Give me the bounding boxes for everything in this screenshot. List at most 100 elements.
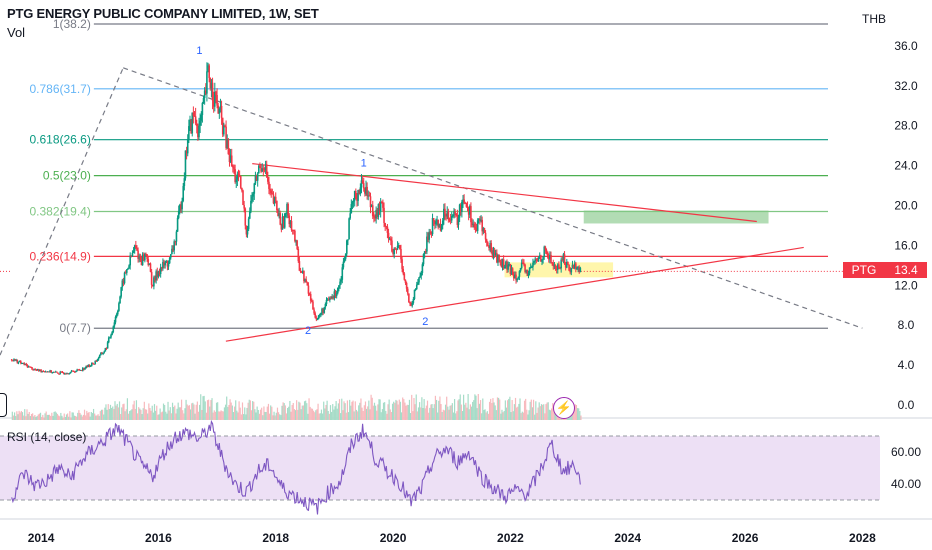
candle-body xyxy=(49,370,51,373)
volume-bar xyxy=(136,413,139,420)
volume-bar xyxy=(353,411,355,420)
volume-bar xyxy=(373,402,376,420)
volume-bar xyxy=(112,406,114,420)
lightning-icon[interactable]: ⚡ xyxy=(553,397,575,419)
candle-body xyxy=(244,208,247,226)
candle-body xyxy=(95,360,98,362)
volume-bar xyxy=(246,407,248,420)
candle-body xyxy=(56,371,58,373)
candle-body xyxy=(115,314,118,317)
volume-bar xyxy=(323,401,325,420)
candle-body xyxy=(151,284,154,287)
candle-body xyxy=(414,289,417,291)
volume-bar xyxy=(133,400,135,420)
volume-bar xyxy=(359,402,361,420)
candle-body xyxy=(192,112,195,116)
volume-bar xyxy=(457,400,459,420)
candle-body xyxy=(79,369,82,371)
candle-body xyxy=(87,364,90,368)
volume-bar xyxy=(76,416,78,420)
volume-bar xyxy=(453,399,456,420)
volume-bar xyxy=(463,394,465,420)
candle-body xyxy=(278,213,280,217)
candle-body xyxy=(35,369,38,371)
fib-level-label: 0.382(19.4) xyxy=(29,205,90,219)
candle-body xyxy=(274,196,277,201)
candle-body xyxy=(204,90,207,94)
volume-bar xyxy=(354,401,356,420)
candle-body xyxy=(567,262,569,265)
volume-bar xyxy=(126,398,129,420)
volume-bar xyxy=(77,412,79,420)
candle-body xyxy=(127,268,129,270)
volume-bar xyxy=(307,413,309,420)
volume-bar xyxy=(448,409,450,420)
candle-body xyxy=(103,351,106,353)
candle-body xyxy=(308,293,311,295)
candle-body xyxy=(330,298,332,300)
candle-body xyxy=(356,198,358,201)
candle-body xyxy=(77,369,80,371)
volume-bar xyxy=(35,417,37,420)
candle-body xyxy=(573,263,576,269)
candle-body xyxy=(93,363,95,365)
volume-bar xyxy=(545,404,547,420)
volume-bar xyxy=(289,400,291,420)
candle-body xyxy=(153,277,155,287)
volume-bar xyxy=(175,413,177,420)
candle-body xyxy=(355,190,357,199)
volume-bar xyxy=(466,407,468,420)
volume-bar xyxy=(328,413,330,420)
volume-bar xyxy=(20,410,22,420)
volume-bar xyxy=(134,408,136,420)
volume-bar xyxy=(521,411,523,420)
wave-label: 2 xyxy=(422,316,428,328)
rsi-label[interactable]: RSI (14, close) xyxy=(7,430,87,444)
volume-bar xyxy=(159,408,161,420)
volume-bar xyxy=(382,402,385,420)
volume-bar xyxy=(86,410,88,420)
volume-bar xyxy=(192,402,194,420)
candle-body xyxy=(76,369,78,371)
volume-bar xyxy=(397,404,399,420)
volume-bar xyxy=(123,403,125,420)
x-tick-label: 2026 xyxy=(732,531,759,545)
volume-bar xyxy=(340,413,342,420)
volume-bar xyxy=(95,415,97,420)
volume-bar xyxy=(469,404,471,420)
volume-bar xyxy=(226,396,228,420)
volume-bar xyxy=(430,404,432,420)
volume-bar xyxy=(298,401,300,420)
volume-bar xyxy=(193,404,195,420)
volume-bar xyxy=(514,397,517,420)
candle-body xyxy=(262,168,265,170)
volume-bar xyxy=(184,408,186,420)
chart-title: PTG ENERGY PUBLIC COMPANY LIMITED, 1W, S… xyxy=(7,6,319,21)
candle-body xyxy=(497,254,499,263)
volume-bar xyxy=(148,403,150,420)
candle-body xyxy=(523,263,525,265)
collapse-handle[interactable] xyxy=(0,393,7,417)
candle-body xyxy=(183,178,186,187)
volume-bar xyxy=(477,394,479,420)
candle-body xyxy=(52,371,55,373)
volume-bar xyxy=(25,416,27,420)
fib-level-label: 0.618(26.6) xyxy=(29,133,90,147)
candle-body xyxy=(312,301,314,310)
volume-bar xyxy=(407,404,409,420)
candle-body xyxy=(80,369,83,371)
candle-body xyxy=(176,217,179,232)
volume-bar xyxy=(135,400,138,420)
candle-body xyxy=(483,228,486,233)
candle-body xyxy=(121,280,124,288)
candle-body xyxy=(289,220,292,225)
candle-body xyxy=(65,373,67,375)
candle-body xyxy=(446,210,449,217)
candle-body xyxy=(318,314,321,316)
volume-bar xyxy=(440,404,442,420)
candle-body xyxy=(63,373,66,375)
candle-body xyxy=(444,208,446,215)
candle-body xyxy=(300,271,303,273)
volume-bar xyxy=(540,404,543,420)
